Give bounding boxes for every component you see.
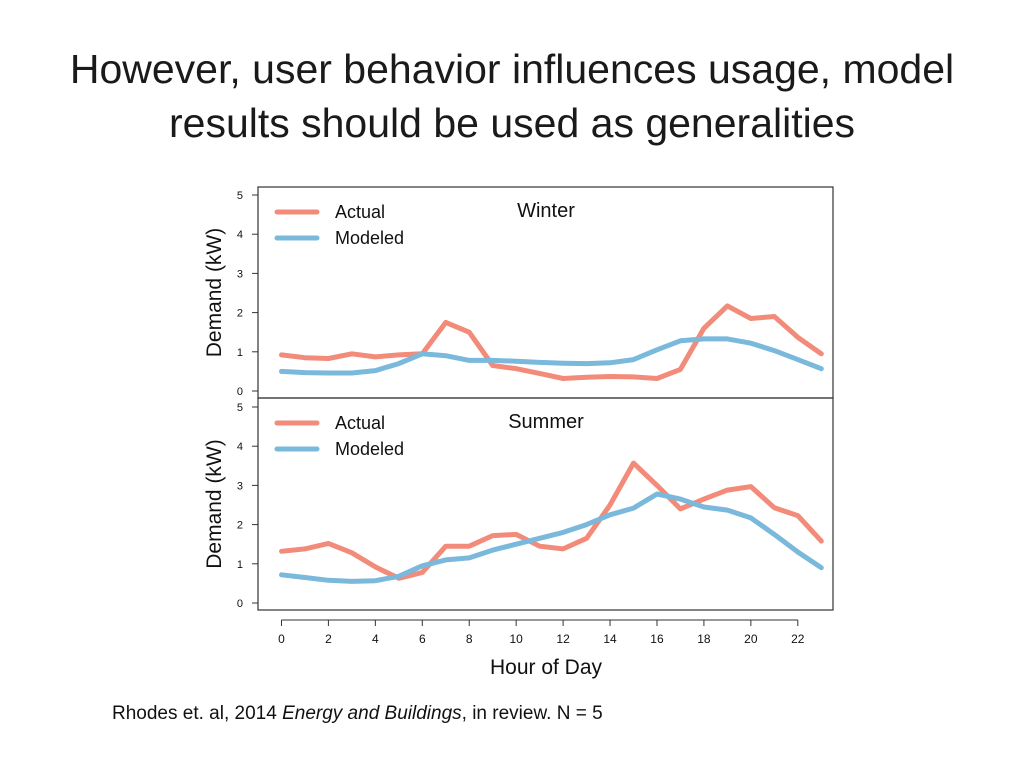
summer-y-tick-label: 5 (237, 402, 243, 414)
winter-y-axis-title: Demand (kW) (203, 228, 226, 358)
summer-y-tick-label: 2 (237, 520, 243, 532)
winter-series-actual-line (279, 303, 824, 381)
summer-y-tick-label: 1 (237, 559, 243, 571)
winter-series-modeled-line (279, 336, 824, 376)
summer-y-tick-label: 4 (237, 441, 243, 453)
citation-suffix: , in review. N = 5 (461, 703, 603, 724)
citation: Rhodes et. al, 2014 Energy and Buildings… (112, 703, 603, 725)
winter-y-tick-label: 1 (237, 347, 243, 359)
summer-y-tick-label: 0 (237, 598, 243, 610)
x-tick-label: 6 (419, 632, 426, 646)
x-tick-label: 14 (603, 632, 617, 646)
slide-title: However, user behavior influences usage,… (0, 42, 1024, 150)
winter-y-tick-label: 4 (237, 229, 243, 241)
x-tick-label: 8 (466, 632, 473, 646)
citation-prefix: Rhodes et. al, 2014 (112, 703, 283, 724)
summer-y-tick-label: 3 (237, 480, 243, 492)
summer-panel-title: Summer (508, 411, 584, 433)
x-tick-label: 0 (278, 632, 285, 646)
x-tick-label: 20 (744, 632, 758, 646)
slide-title-line-2: results should be used as generalities (168, 100, 856, 146)
x-tick-label: 4 (372, 632, 379, 646)
winter-legend-label-actual: Actual (335, 202, 385, 222)
winter-y-tick-label: 2 (237, 308, 243, 320)
x-tick-label: 22 (791, 632, 805, 646)
x-tick-label: 10 (509, 632, 523, 646)
x-tick-label: 2 (325, 632, 332, 646)
slide-title-line-1: However, user behavior influences usage,… (69, 46, 955, 92)
summer-y-axis-title: Demand (kW) (203, 439, 226, 569)
summer-legend-label-modeled: Modeled (335, 439, 404, 459)
winter-legend-label-modeled: Modeled (335, 228, 404, 248)
winter-y-tick-label: 5 (237, 190, 243, 202)
summer-plot-frame (257, 397, 834, 611)
summer-series-actual-line (279, 460, 824, 581)
winter-y-tick-label: 0 (237, 386, 243, 398)
x-axis-title: Hour of Day (490, 656, 603, 679)
x-tick-label: 18 (697, 632, 711, 646)
x-tick-label: 12 (556, 632, 570, 646)
x-tick-label: 16 (650, 632, 664, 646)
citation-journal: Energy and Buildings (282, 703, 462, 724)
summer-series-modeled-line (279, 491, 824, 584)
summer-legend-label-actual: Actual (335, 413, 385, 433)
winter-panel-title: Winter (517, 200, 575, 222)
winter-y-tick-label: 3 (237, 268, 243, 280)
